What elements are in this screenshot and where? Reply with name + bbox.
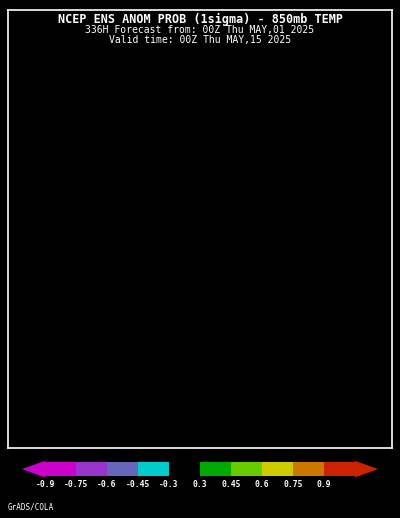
Text: 0.45: 0.45 <box>221 480 241 489</box>
Text: 0.3: 0.3 <box>193 480 207 489</box>
Bar <box>169 462 200 476</box>
Text: GrADS/COLA: GrADS/COLA <box>8 503 54 512</box>
Text: NCEP ENS ANOM PROB (1sigma) - 850mb TEMP: NCEP ENS ANOM PROB (1sigma) - 850mb TEMP <box>58 13 342 26</box>
Bar <box>138 462 169 476</box>
Bar <box>200 462 231 476</box>
Text: -0.75: -0.75 <box>64 480 88 489</box>
FancyArrow shape <box>355 461 378 478</box>
Text: -0.9: -0.9 <box>36 480 55 489</box>
Text: -0.3: -0.3 <box>159 480 179 489</box>
Text: 0.6: 0.6 <box>255 480 269 489</box>
FancyArrow shape <box>22 461 45 478</box>
Bar <box>293 462 324 476</box>
Text: 0.9: 0.9 <box>316 480 331 489</box>
Text: -0.45: -0.45 <box>126 480 150 489</box>
Text: -0.6: -0.6 <box>97 480 117 489</box>
Text: 336H Forecast from: 00Z Thu MAY,01 2025: 336H Forecast from: 00Z Thu MAY,01 2025 <box>86 25 314 35</box>
Bar <box>231 462 262 476</box>
Bar <box>45 462 76 476</box>
Bar <box>262 462 293 476</box>
Text: Valid time: 00Z Thu MAY,15 2025: Valid time: 00Z Thu MAY,15 2025 <box>109 35 291 45</box>
Bar <box>76 462 107 476</box>
Bar <box>107 462 138 476</box>
Bar <box>324 462 355 476</box>
Text: 0.75: 0.75 <box>283 480 303 489</box>
